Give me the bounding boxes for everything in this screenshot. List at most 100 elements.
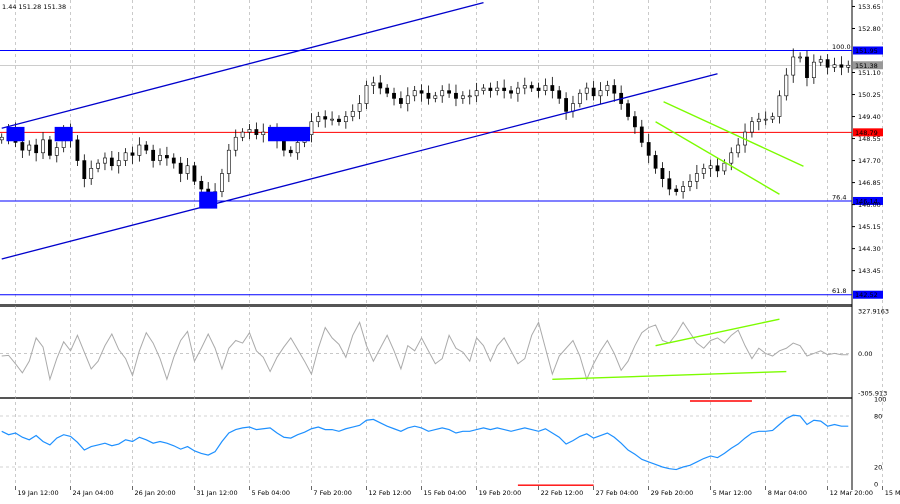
candle-body <box>784 74 789 97</box>
candle-body <box>240 131 245 138</box>
price-candles <box>0 48 851 205</box>
candle-body <box>337 118 341 123</box>
price-tag-label: 151.38 <box>855 62 878 70</box>
candle-body <box>123 152 128 161</box>
fib-label: 61.8 <box>832 287 846 295</box>
time-label: 15 Feb 04:00 <box>424 489 467 497</box>
rsi-level-label: 80 <box>874 413 882 421</box>
candle-body <box>171 157 176 164</box>
candle-body <box>598 90 603 97</box>
price-label: 148.55 <box>858 135 881 143</box>
candle-body <box>288 149 293 154</box>
time-label: 31 Jan 12:00 <box>196 489 237 497</box>
candle-body <box>178 162 183 174</box>
time-label: 19 Feb 20:00 <box>479 489 522 497</box>
candle-body <box>433 95 438 99</box>
candle-body <box>626 103 630 117</box>
highlight-box <box>199 191 218 209</box>
candle-body <box>529 85 534 89</box>
cci-level-label: -305.913 <box>858 390 887 398</box>
candle-body <box>715 165 720 172</box>
candle-body <box>89 168 94 179</box>
candle-body <box>233 136 238 151</box>
candle-body <box>750 121 754 133</box>
candle-body <box>34 144 39 154</box>
price-tag <box>853 61 883 70</box>
candle-body <box>756 118 761 123</box>
cci-divergence-line <box>552 370 787 380</box>
time-label: 19 Jan 12:00 <box>17 489 58 497</box>
candle-body <box>701 168 706 174</box>
price-label: 149.40 <box>858 113 881 121</box>
candle-body <box>818 59 823 63</box>
candle-body <box>144 144 149 151</box>
candle-body <box>343 116 348 123</box>
candle-body <box>571 103 575 112</box>
candle-body <box>82 160 87 179</box>
candle-body <box>536 87 541 91</box>
candle-body <box>419 90 424 94</box>
candle-body <box>254 129 259 135</box>
highlight-box <box>54 126 73 142</box>
candle-body <box>708 165 713 169</box>
ohlc-readout: 1.44 151.28 151.38 <box>2 3 66 11</box>
candle-body <box>736 144 741 154</box>
candle-body <box>447 90 451 94</box>
candle-body <box>763 118 768 121</box>
candle-body <box>564 98 568 112</box>
candle-body <box>116 160 121 167</box>
rsi-line <box>1 414 849 471</box>
candle-body <box>295 142 300 154</box>
candle-body <box>165 155 169 159</box>
price-divergence-line-upper <box>663 101 804 167</box>
candle-body <box>846 64 851 68</box>
fib-label: 100.0 <box>832 43 851 51</box>
time-label: 29 Feb 20:00 <box>651 489 694 497</box>
candle-body <box>825 59 830 68</box>
price-label: 143.45 <box>858 267 881 275</box>
candle-body <box>639 126 644 143</box>
candle-body <box>509 90 513 94</box>
candle-body <box>798 56 803 59</box>
price-tag <box>853 128 883 137</box>
price-tag-label: 142.52 <box>855 291 878 299</box>
candle-body <box>364 85 369 104</box>
candle-body <box>350 111 355 117</box>
cci-divergence-line <box>655 318 780 347</box>
horizontal-levels: 100.0 76.4 61.8 <box>0 43 852 296</box>
candle-body <box>777 95 782 117</box>
candle-body <box>467 95 472 98</box>
candle-body <box>667 178 672 190</box>
candle-body <box>481 87 486 91</box>
time-label: 24 Jan 04:00 <box>73 489 114 497</box>
candle-body <box>151 149 156 161</box>
candle-body <box>522 85 527 89</box>
candle-body <box>247 129 252 133</box>
price-label: 151.10 <box>858 69 881 77</box>
chart-drawings[interactable] <box>1 1 804 260</box>
candle-body <box>722 162 727 172</box>
candle-body <box>646 142 651 156</box>
candle-body <box>47 139 52 156</box>
candle-body <box>633 116 637 128</box>
fib-label: 76.4 <box>832 193 846 201</box>
candle-body <box>653 155 658 169</box>
rsi-level-label: 100 <box>874 396 886 404</box>
cci-level-label: 0.00 <box>858 350 872 358</box>
price-label: 146.85 <box>858 179 881 187</box>
candle-body <box>199 180 204 190</box>
candle-body <box>192 165 197 182</box>
channel-upper-line <box>1 1 484 129</box>
price-label: 144.30 <box>858 245 881 253</box>
price-label: 150.25 <box>858 91 881 99</box>
candle-body <box>261 131 266 135</box>
candle-body <box>20 142 25 151</box>
candle-body <box>405 95 410 104</box>
candle-body <box>516 87 520 94</box>
candle-body <box>688 180 692 187</box>
time-label: 5 Mar 12:00 <box>713 489 752 497</box>
price-label: 146.00 <box>858 201 881 209</box>
price-label: 147.70 <box>858 157 881 165</box>
